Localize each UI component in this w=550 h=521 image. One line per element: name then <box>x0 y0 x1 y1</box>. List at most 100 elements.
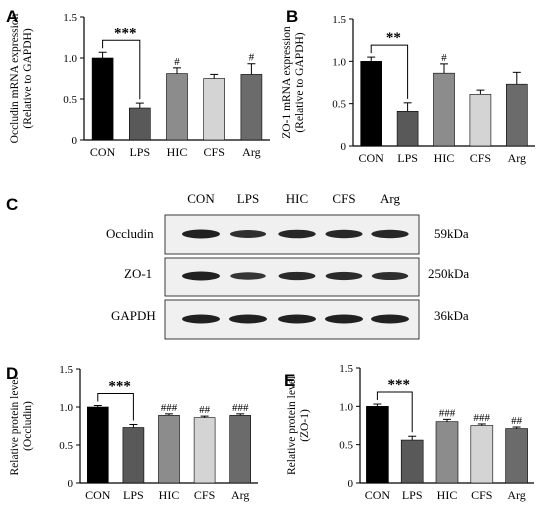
panel-letter-b: B <box>286 7 298 26</box>
blot-lane-label: Arg <box>380 191 400 206</box>
significance-marker: # <box>441 52 447 64</box>
blot-band <box>278 314 316 324</box>
chart-zo1-mrna: 0 0.5 1.0 1.5 ZO-1 mRNA expression (Relative … <box>281 14 535 165</box>
x-tick-label: HIC <box>437 488 458 502</box>
y-tick-label: 0 <box>341 141 347 153</box>
bar <box>122 427 145 484</box>
y-axis-title: Occludin mRNA expression <box>9 13 21 143</box>
blot-lane-label: HIC <box>286 191 308 206</box>
significance-bracket-label: ** <box>386 30 401 46</box>
bar <box>91 57 114 141</box>
blot-size-label: 250kDa <box>428 266 469 281</box>
x-tick-label: CON <box>365 488 391 502</box>
significance-bracket <box>97 392 134 421</box>
blot-lane-label: LPS <box>237 191 259 206</box>
x-tick-label: HIC <box>167 145 188 159</box>
bar <box>229 415 251 484</box>
significance-marker: ## <box>511 415 523 427</box>
blot-size-label: 36kDa <box>434 308 469 323</box>
blot-band <box>371 229 409 239</box>
blot-band <box>371 314 409 324</box>
blot-row-label: ZO-1 <box>124 266 152 281</box>
bar <box>470 425 494 484</box>
y-tick-label: 0.5 <box>63 94 77 106</box>
x-tick-label: Arg <box>508 151 526 165</box>
chart-zo1-protein: 0 0.5 1.0 1.5 Relative protein level (ZO-1) CO… <box>286 363 534 502</box>
y-tick-label: 0.5 <box>332 99 346 111</box>
significance-marker: # <box>249 52 255 64</box>
x-tick-label: LPS <box>402 488 423 502</box>
chart-occludin-protein: 0 0.5 1.0 1.5 Relative protein level (Occludi… <box>9 364 258 502</box>
blot-lane-label: CON <box>187 191 215 206</box>
panel-letter-a: A <box>6 7 18 26</box>
blot-band <box>229 230 267 238</box>
x-tick-label: CFS <box>470 151 491 165</box>
blot-band <box>182 271 220 281</box>
x-tick-label: CFS <box>471 488 492 502</box>
significance-marker: ### <box>439 407 456 419</box>
significance-bracket <box>376 391 413 433</box>
y-axis-title: Relative protein level <box>9 377 21 476</box>
y-tick-label: 1.0 <box>332 56 346 68</box>
significance-bracket-label: *** <box>388 377 411 393</box>
x-tick-label: Arg <box>231 488 249 502</box>
x-tick-label: Arg <box>242 145 260 159</box>
bar <box>240 74 263 141</box>
bar <box>366 406 389 484</box>
bar <box>360 61 383 147</box>
y-tick-label: 0 <box>68 478 74 490</box>
bar <box>400 439 424 484</box>
bar <box>505 428 528 484</box>
x-tick-label: HIC <box>434 151 455 165</box>
blot-band <box>371 272 409 280</box>
y-axis-title: ZO-1 mRNA expression <box>281 26 293 139</box>
y-axis-title: (Relative to GAPDH) <box>22 28 34 128</box>
x-tick-label: LPS <box>123 488 144 502</box>
x-tick-label: CFS <box>194 488 215 502</box>
panel-letter-e: E <box>284 371 295 390</box>
significance-marker: ## <box>199 404 211 416</box>
blot-band <box>182 229 220 239</box>
western-blot-panel: CON LPS HIC CFS Arg Occludin ZO-1 GAPDH … <box>106 191 469 340</box>
x-tick-label: CON <box>359 151 385 165</box>
y-tick-label: 1.5 <box>339 363 353 375</box>
y-axis-title: (Occludin) <box>22 401 34 451</box>
significance-marker: ### <box>474 412 491 424</box>
bar <box>469 94 492 147</box>
blot-band <box>278 271 316 281</box>
blot-size-label: 59kDa <box>434 226 469 241</box>
y-tick-label: 0.5 <box>339 440 353 452</box>
significance-marker: # <box>174 56 180 68</box>
bar <box>433 72 455 147</box>
bar <box>505 83 528 147</box>
panel-letter-d: D <box>6 364 18 383</box>
significance-bracket <box>102 39 141 100</box>
y-tick-label: 1.5 <box>332 14 346 26</box>
y-tick-label: 0 <box>348 478 354 490</box>
blot-band <box>229 314 267 324</box>
y-axis-title: (ZO-1) <box>299 409 311 442</box>
blot-band <box>325 314 363 324</box>
x-tick-label: LPS <box>129 145 150 159</box>
bar <box>435 421 459 484</box>
chart-occludin-mrna: 0 0.5 1.0 1.5 Occludin mRNA expression (Relat… <box>9 12 270 159</box>
significance-marker: ### <box>232 402 249 414</box>
bar <box>193 417 216 484</box>
significance-bracket <box>370 44 409 99</box>
bar <box>203 78 225 141</box>
blot-band <box>325 271 363 281</box>
blot-band <box>278 229 316 239</box>
y-tick-label: 1.0 <box>339 401 353 413</box>
blot-band <box>230 272 266 280</box>
x-tick-label: CON <box>90 145 116 159</box>
significance-marker: ### <box>161 402 178 414</box>
y-tick-label: 0.5 <box>59 440 73 452</box>
x-tick-label: Arg <box>507 488 525 502</box>
significance-bracket-label: *** <box>108 378 131 394</box>
bar <box>166 73 188 141</box>
panel-letter-c: C <box>6 195 18 214</box>
bar <box>87 406 109 484</box>
blot-row-label: GAPDH <box>111 308 156 323</box>
blot-band <box>182 314 220 324</box>
x-tick-label: CFS <box>204 145 225 159</box>
